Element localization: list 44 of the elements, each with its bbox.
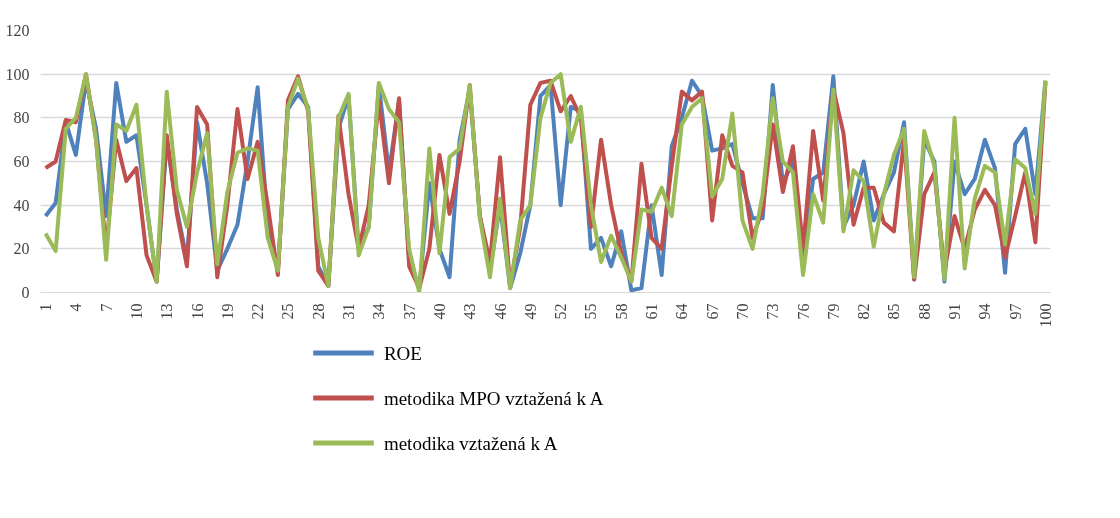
x-tick-label: 64: [673, 303, 691, 320]
x-tick-label: 67: [703, 303, 721, 320]
y-tick-label: 60: [13, 153, 30, 170]
x-tick-label: 43: [461, 303, 479, 320]
x-tick-label: 31: [340, 303, 358, 320]
x-tick-label: 91: [946, 303, 964, 320]
x-tick-label: 58: [612, 303, 630, 320]
y-tick-label: 40: [13, 196, 30, 214]
y-tick-label: 100: [5, 65, 30, 83]
x-tick-label: 85: [885, 303, 903, 320]
y-tick-label: 120: [5, 22, 30, 39]
x-tick-label: 73: [764, 303, 782, 320]
x-tick-label: 19: [218, 303, 236, 320]
x-tick-label: 40: [430, 303, 448, 320]
x-tick-label: 7: [97, 303, 115, 312]
legend-label: ROE: [383, 342, 422, 364]
x-tick-label: 28: [309, 303, 327, 320]
x-tick-label: 22: [249, 303, 267, 320]
x-tick-label: 82: [855, 303, 873, 320]
x-tick-label: 16: [188, 303, 206, 320]
legend-label: metodika MPO vztažená k A: [383, 387, 604, 409]
x-tick-label: 70: [733, 303, 751, 320]
x-tick-label: 1: [37, 303, 55, 312]
y-tick-label: 0: [21, 284, 30, 301]
x-tick-label: 79: [824, 303, 842, 320]
x-tick-label: 88: [915, 303, 933, 320]
x-tick-label: 10: [127, 303, 145, 320]
x-tick-label: 94: [976, 303, 994, 320]
x-tick-label: 25: [279, 303, 297, 320]
legend-label: metodika vztažená k A: [383, 432, 558, 454]
x-tick-label: 55: [582, 303, 600, 320]
x-tick-label: 49: [521, 303, 539, 320]
x-tick-label: 46: [491, 303, 509, 320]
x-tick-label: 13: [158, 303, 176, 320]
y-tick-label: 80: [13, 109, 30, 127]
x-tick-label: 76: [794, 303, 812, 320]
y-tick-label: 20: [13, 240, 30, 258]
x-tick-label: 97: [1006, 303, 1024, 320]
x-tick-label: 61: [643, 303, 661, 320]
x-tick-label: 34: [370, 303, 388, 320]
x-tick-label: 52: [552, 303, 570, 320]
x-tick-label: 37: [400, 303, 418, 320]
x-tick-label: 100: [1036, 303, 1054, 328]
x-tick-label: 4: [67, 303, 85, 312]
